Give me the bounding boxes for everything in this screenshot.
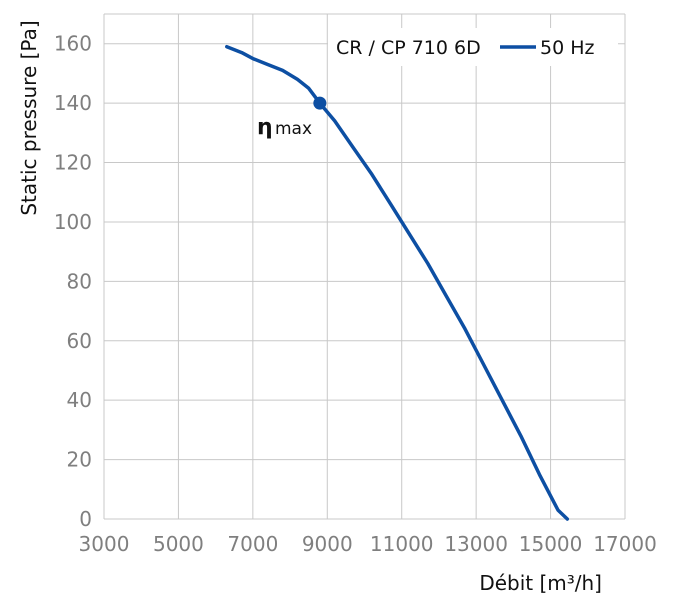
x-tick-label: 7000	[227, 532, 278, 556]
legend-model-label: CR / CP 710 6D	[336, 37, 481, 59]
y-tick-label: 100	[54, 210, 92, 234]
x-tick-label: 17000	[593, 532, 657, 556]
legend-background	[328, 28, 618, 66]
series-layer	[225, 44, 570, 521]
annotation-eta: η	[257, 115, 273, 140]
x-tick-label: 15000	[519, 532, 583, 556]
x-tick-label: 3000	[79, 532, 130, 556]
grid	[103, 13, 626, 520]
x-tick-label: 13000	[444, 532, 508, 556]
eta-max-point	[313, 96, 327, 110]
y-tick-label: 20	[67, 448, 92, 472]
series-line-50hz	[225, 44, 570, 521]
y-tick-label: 0	[79, 507, 92, 531]
y-tick-label: 60	[67, 329, 92, 353]
x-tick-label: 11000	[370, 532, 434, 556]
legend-series-label: 50 Hz	[540, 37, 595, 59]
x-tick-labels: 3000 5000 7000 9000 11000 13000 15000 17000	[79, 532, 657, 556]
y-tick-labels: 0 20 40 60 80 100 120 140 160	[54, 32, 92, 531]
y-axis-title: Static pressure [Pa]	[17, 20, 41, 215]
y-tick-label: 160	[54, 32, 92, 56]
y-tick-label: 40	[67, 388, 92, 412]
legend: CR / CP 710 6D 50 Hz	[328, 28, 618, 66]
y-tick-label: 120	[54, 151, 92, 175]
annotation-max-subscript: max	[275, 119, 312, 139]
x-tick-label: 5000	[153, 532, 204, 556]
y-tick-label: 140	[54, 91, 92, 115]
y-tick-label: 80	[67, 269, 92, 293]
x-tick-label: 9000	[302, 532, 353, 556]
x-axis-title: Débit [m³/h]	[479, 571, 602, 595]
